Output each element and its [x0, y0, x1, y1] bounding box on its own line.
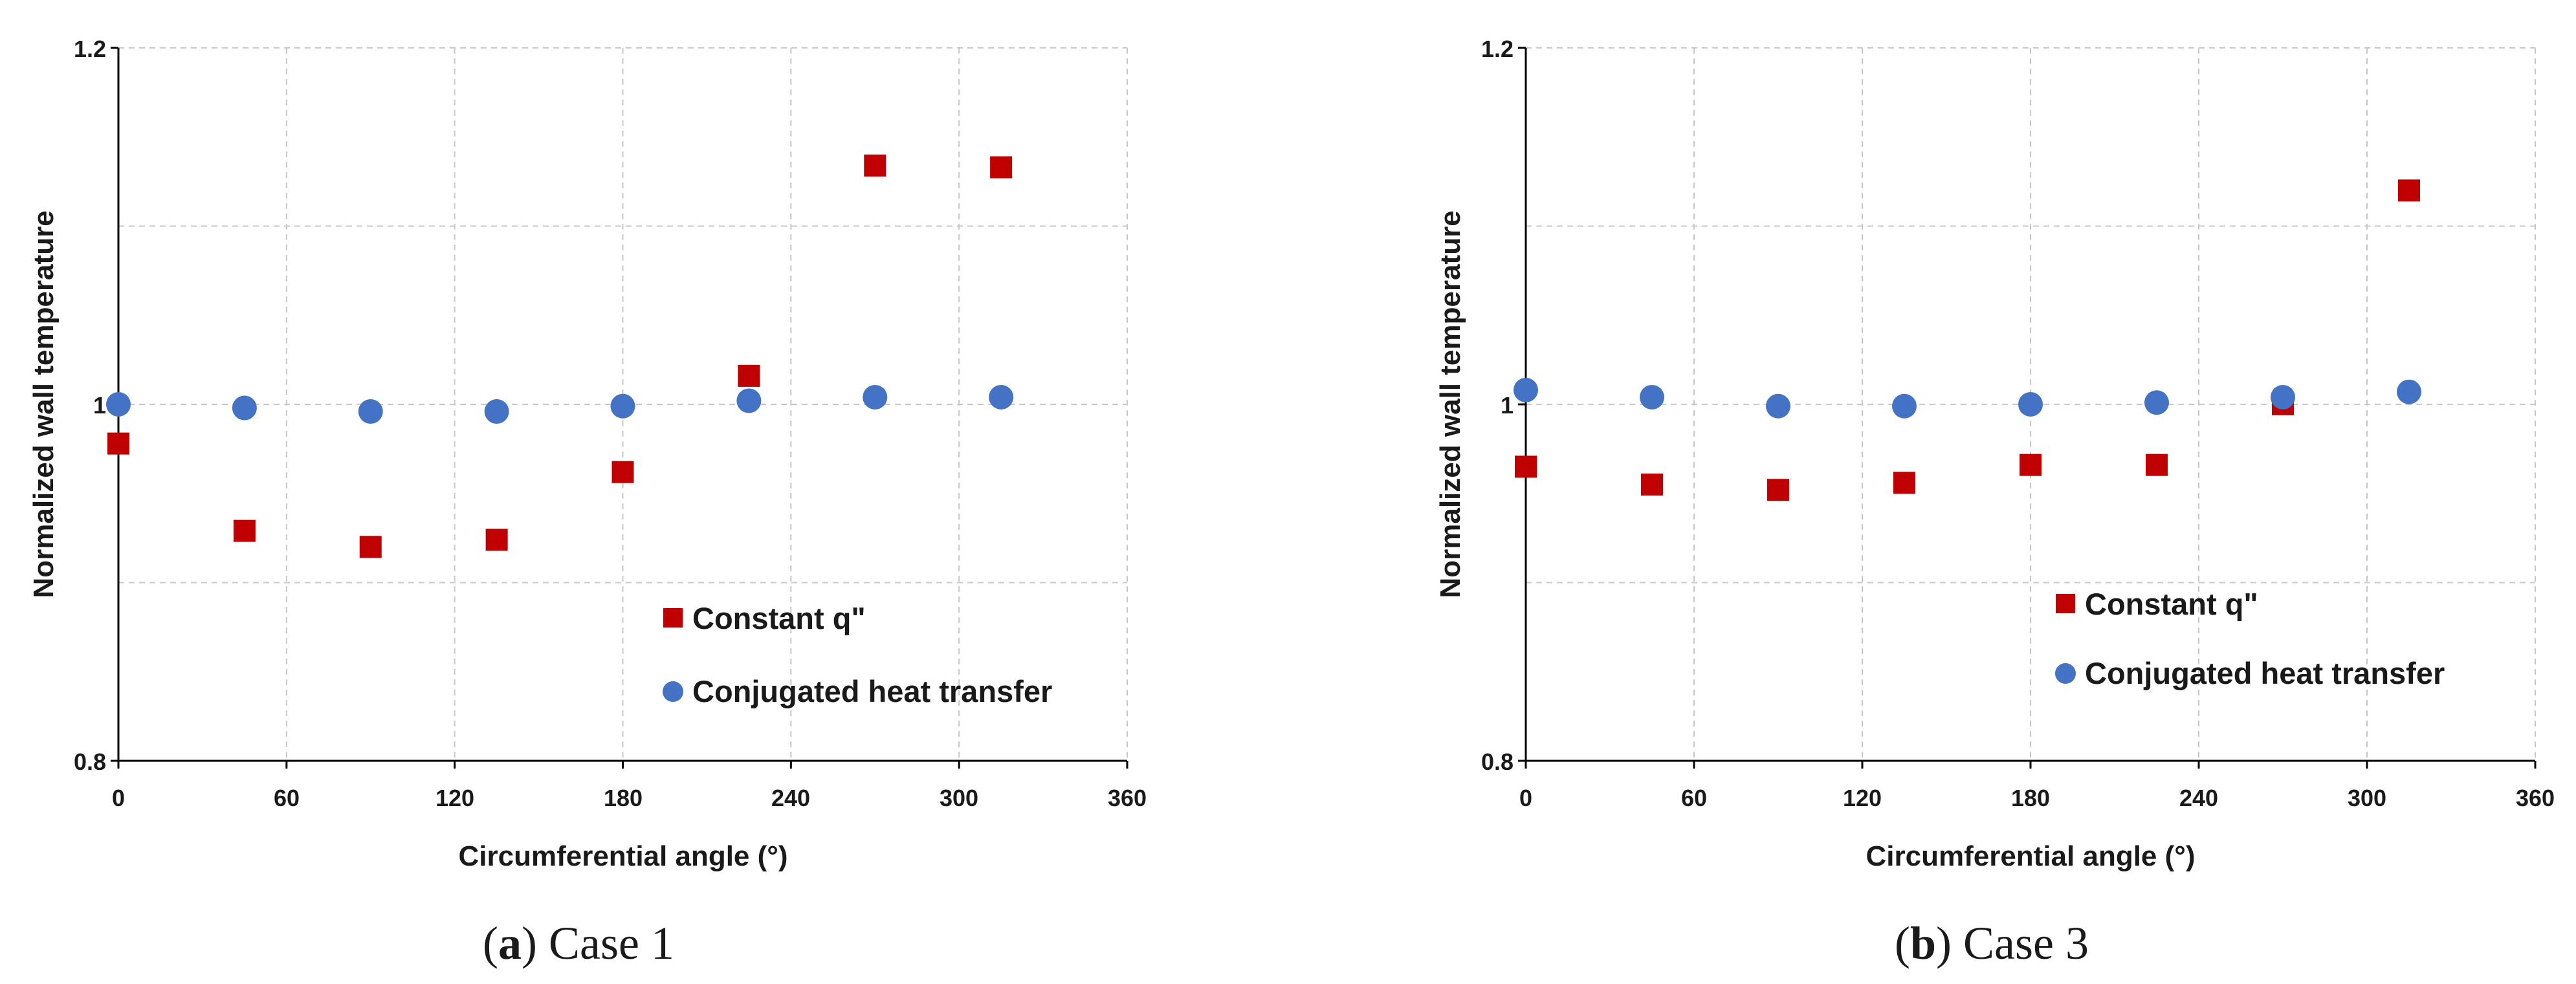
legend-label: Constant q": [692, 601, 866, 635]
legend-marker-circle: [663, 681, 683, 702]
x-tick-label: 60: [274, 785, 300, 811]
data-point-conjugated: [1892, 393, 1917, 419]
x-tick-labels: 0 60 120 180 240 300 360: [112, 785, 1147, 811]
legend-label: Conjugated heat transfer: [692, 674, 1052, 708]
data-point-constant-q: [2020, 454, 2042, 476]
ticks: [1518, 47, 2537, 769]
caption: (a) Case 1: [483, 917, 674, 969]
data-point-conjugated: [1766, 393, 1790, 419]
legend-label: Conjugated heat transfer: [2085, 656, 2445, 690]
data-point-conjugated: [610, 393, 635, 419]
data-point-constant-q: [990, 156, 1013, 179]
x-tick-label: 240: [2179, 785, 2218, 811]
caption-text: Case 3: [1963, 917, 2089, 969]
y-axis-title: Normalized wall temperature: [1435, 210, 1466, 598]
data-point-constant-q: [1893, 472, 1915, 494]
caption-letter: b: [1910, 917, 1936, 969]
x-tick-label: 300: [2348, 785, 2386, 811]
data-point-conjugated: [2397, 379, 2421, 404]
legend-label: Constant q": [2085, 587, 2258, 621]
data-point-conjugated: [106, 392, 131, 417]
y-tick-label: 0.8: [1481, 749, 1514, 775]
x-tick-label: 120: [1843, 785, 1882, 811]
x-tick-label: 360: [2516, 785, 2555, 811]
caption-text: Case 1: [549, 917, 674, 969]
chart-panel-b: 0.8 1 1.2 0 60 120 180 240 300 360 Circu…: [1435, 36, 2555, 969]
data-point-constant-q: [1641, 473, 1663, 496]
x-tick-label: 120: [435, 785, 474, 811]
data-point-conjugated: [2271, 384, 2295, 410]
data-point-conjugated: [484, 399, 509, 424]
data-point-conjugated: [2144, 390, 2169, 415]
x-tick-label: 180: [2011, 785, 2050, 811]
data-point-conjugated: [232, 395, 257, 421]
x-tick-label: 300: [940, 785, 978, 811]
legend-marker-square: [2056, 594, 2075, 613]
x-tick-label: 60: [1681, 785, 1707, 811]
x-axis-title: Circumferential angle (°): [458, 840, 787, 872]
data-point-constant-q: [1767, 479, 1789, 501]
data-point-conjugated: [358, 399, 383, 424]
y-tick-label: 1: [93, 392, 106, 419]
y-tick-label: 1.2: [74, 36, 106, 62]
x-tick-labels: 0 60 120 180 240 300 360: [1519, 785, 2555, 811]
data-points: [1514, 179, 2421, 501]
legend-marker-square: [663, 608, 683, 628]
y-axis-title: Normalized wall temperature: [28, 210, 60, 598]
data-point-constant-q: [107, 432, 129, 455]
data-point-constant-q: [611, 461, 634, 483]
x-tick-label: 180: [604, 785, 643, 811]
data-point-constant-q: [2398, 179, 2420, 202]
legend: Constant q" Conjugated heat transfer: [663, 601, 1052, 708]
data-points: [106, 154, 1014, 558]
data-point-conjugated: [863, 384, 888, 410]
y-tick-label: 1.2: [1481, 36, 1514, 62]
data-point-constant-q: [485, 529, 508, 551]
data-point-constant-q: [359, 536, 382, 558]
data-point-conjugated: [1514, 377, 1538, 402]
data-point-conjugated: [2018, 392, 2043, 417]
legend-marker-circle: [2055, 663, 2076, 684]
caption: (b) Case 3: [1895, 917, 2089, 969]
chart-panel-a: 0.8 1 1.2 0 60 120 180 240 300 360 Circu…: [28, 36, 1147, 969]
data-point-conjugated: [736, 388, 762, 413]
x-tick-label: 240: [771, 785, 810, 811]
y-tick-label: 1: [1501, 392, 1514, 419]
ticks: [111, 47, 1128, 769]
y-tick-label: 0.8: [74, 749, 106, 775]
legend: Constant q" Conjugated heat transfer: [2055, 587, 2445, 690]
data-point-conjugated: [1640, 384, 1664, 410]
caption-letter: a: [498, 917, 522, 969]
x-tick-label: 360: [1108, 785, 1147, 811]
data-point-constant-q: [1515, 455, 1537, 478]
data-point-conjugated: [989, 384, 1014, 410]
data-point-constant-q: [2146, 454, 2168, 476]
data-point-constant-q: [233, 519, 256, 542]
gridlines: [118, 47, 1128, 761]
data-point-constant-q: [738, 364, 760, 387]
y-tick-labels: 0.8 1 1.2: [1481, 36, 1514, 775]
y-tick-labels: 0.8 1 1.2: [74, 36, 106, 775]
x-axis-title: Circumferential angle (°): [1866, 840, 2195, 872]
x-tick-label: 0: [1519, 785, 1532, 811]
data-point-constant-q: [864, 154, 886, 177]
x-tick-label: 0: [112, 785, 125, 811]
